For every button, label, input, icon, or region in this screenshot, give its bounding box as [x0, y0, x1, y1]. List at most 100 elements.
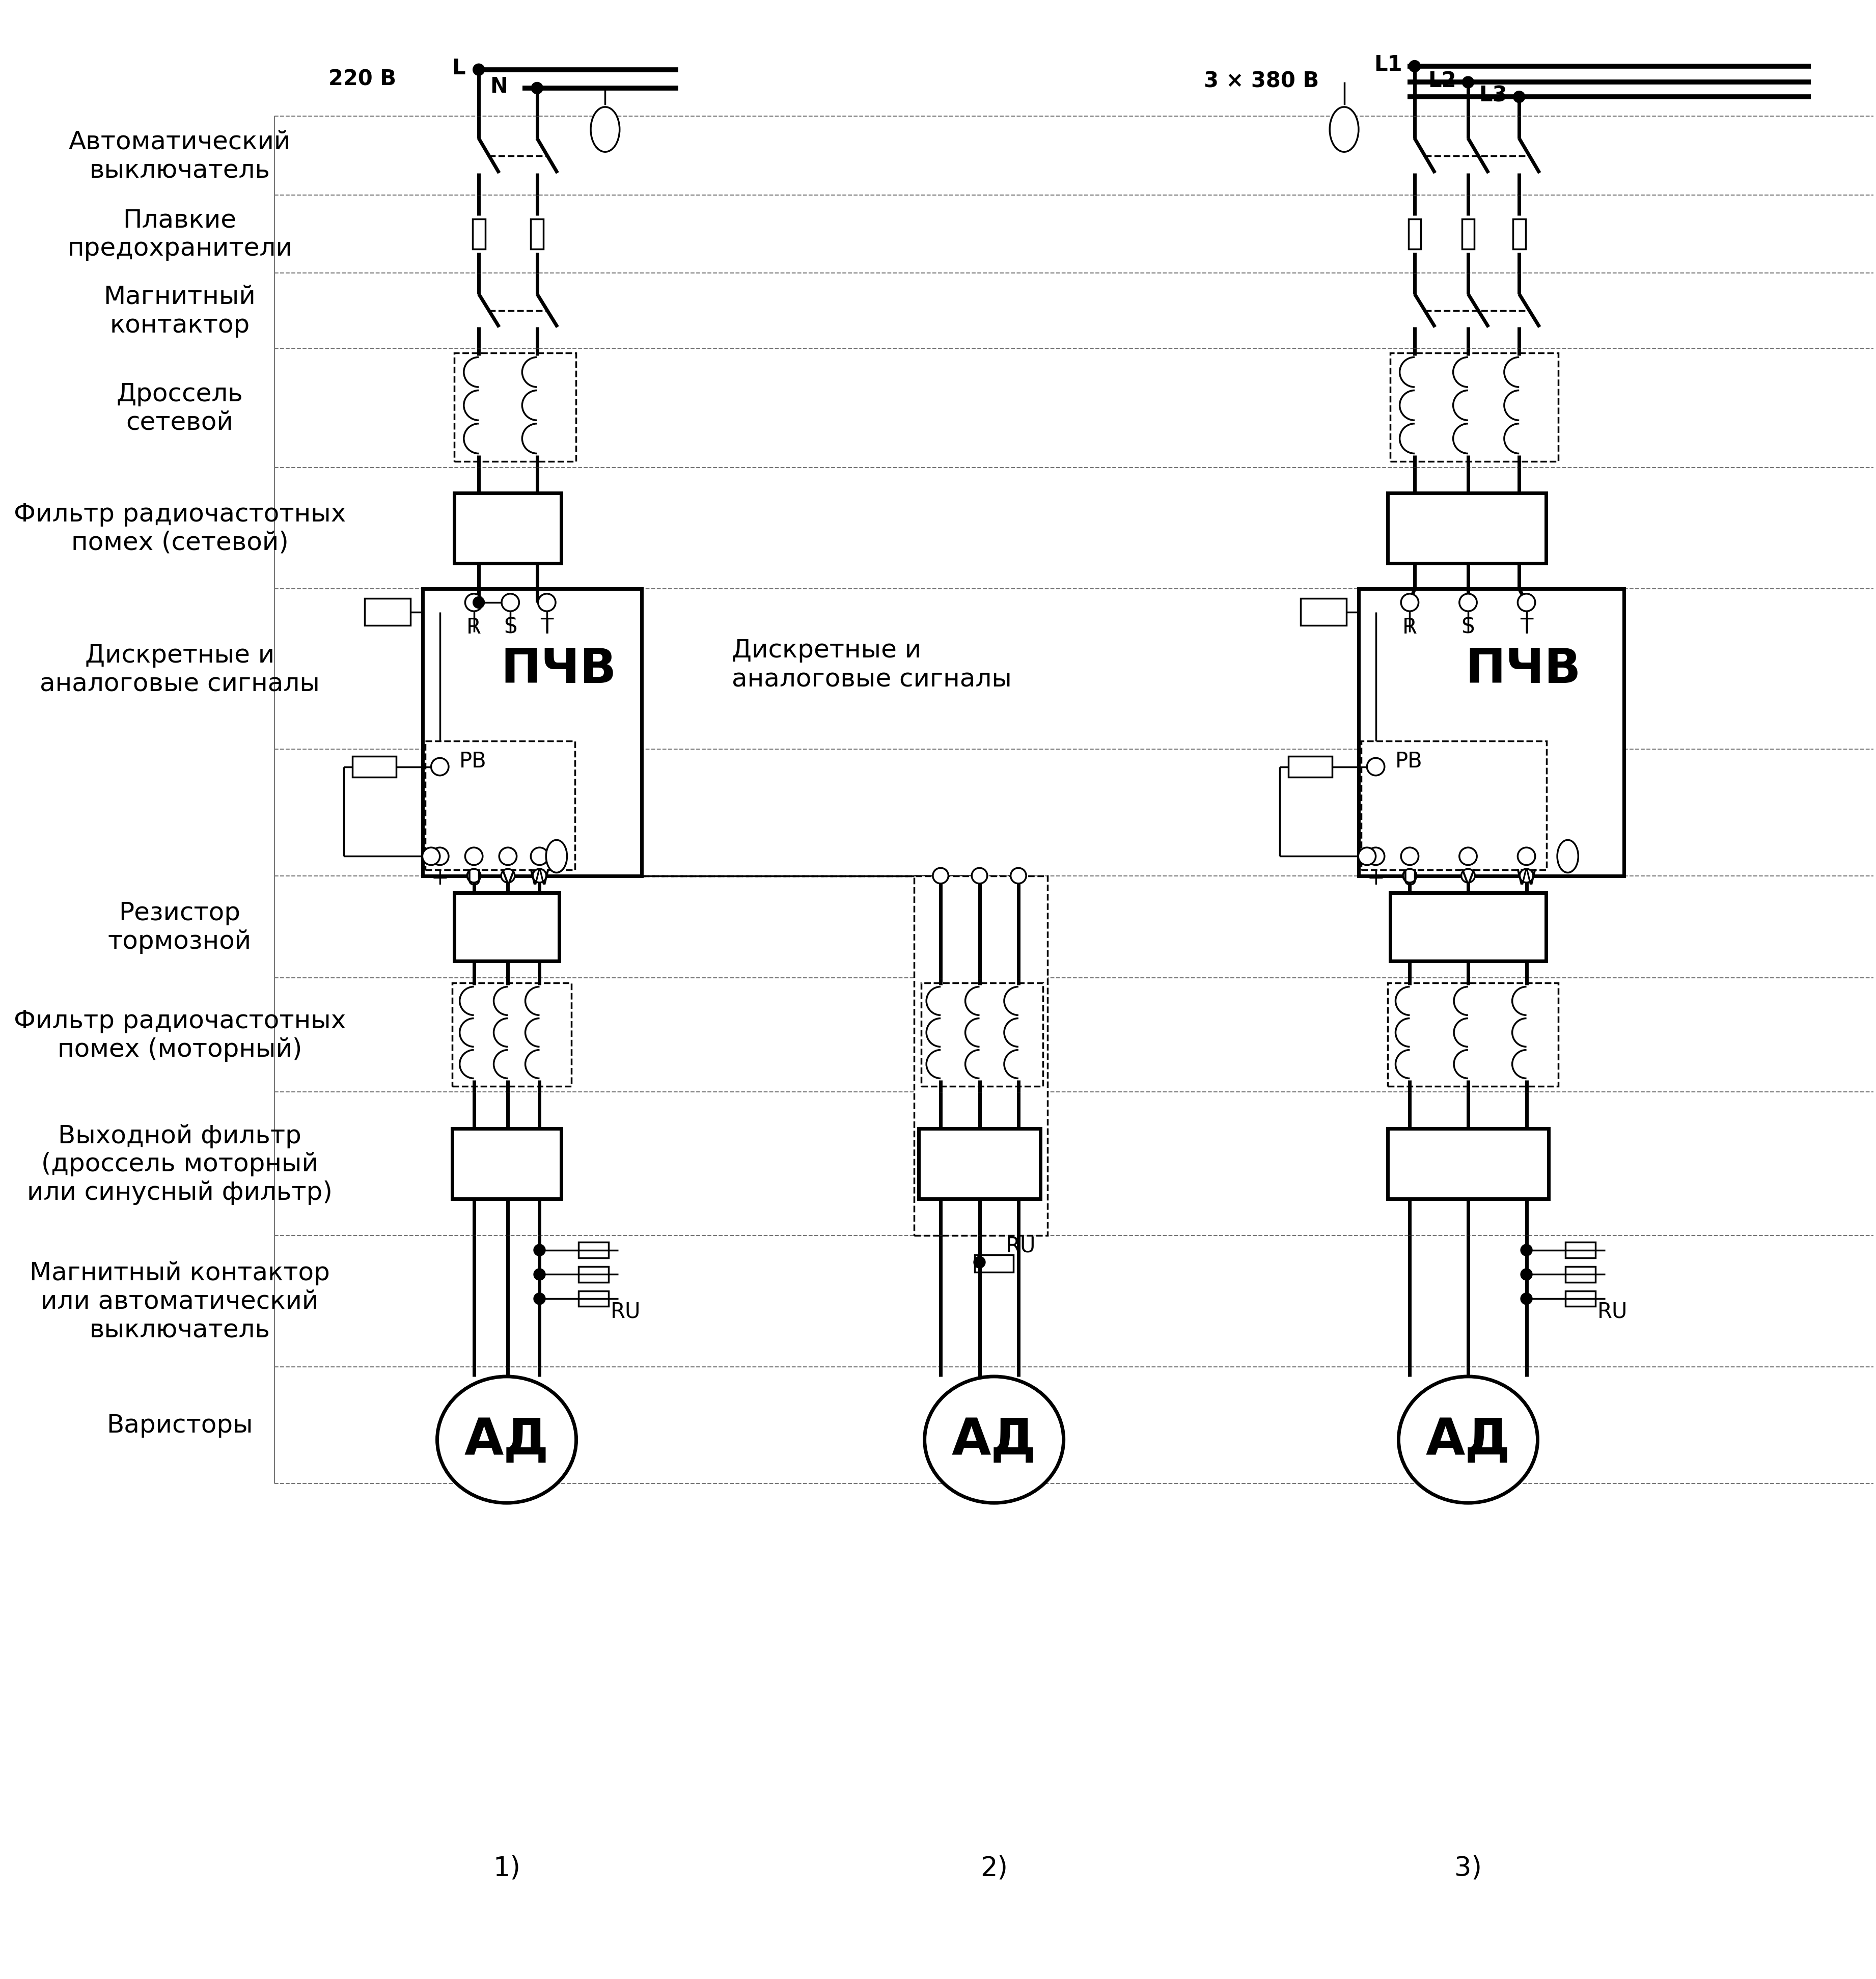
Circle shape: [499, 847, 516, 865]
Circle shape: [533, 1292, 546, 1304]
Text: T: T: [540, 615, 553, 637]
Text: PB: PB: [1396, 750, 1422, 772]
Circle shape: [467, 869, 480, 883]
Circle shape: [533, 869, 546, 883]
Circle shape: [1460, 847, 1476, 865]
Circle shape: [1521, 1269, 1533, 1280]
Bar: [921, 984, 1043, 1086]
Bar: [1461, 220, 1475, 249]
Text: L3: L3: [1478, 85, 1506, 107]
Circle shape: [1521, 1245, 1533, 1257]
Circle shape: [531, 83, 542, 95]
Ellipse shape: [1557, 841, 1578, 873]
Bar: [452, 984, 570, 1086]
Circle shape: [473, 598, 484, 610]
Text: V: V: [1461, 867, 1475, 889]
Bar: [1289, 756, 1332, 778]
Text: Магнитный контактор
или автоматический
выключатель: Магнитный контактор или автоматический в…: [30, 1261, 330, 1342]
Circle shape: [501, 594, 520, 612]
Circle shape: [465, 847, 482, 865]
Bar: [454, 493, 561, 564]
Text: Магнитный
контактор: Магнитный контактор: [103, 285, 255, 336]
Text: АД: АД: [951, 1415, 1036, 1464]
Text: ПЧВ: ПЧВ: [1465, 645, 1581, 693]
Ellipse shape: [591, 107, 619, 152]
Circle shape: [1368, 758, 1384, 776]
Text: 1): 1): [493, 1854, 520, 1880]
Text: Автоматический
выключатель: Автоматический выключатель: [69, 131, 291, 182]
Text: +: +: [431, 867, 448, 889]
Bar: [1358, 590, 1625, 877]
Text: RU: RU: [1596, 1300, 1628, 1322]
Ellipse shape: [437, 1377, 576, 1502]
Text: RU: RU: [1006, 1235, 1036, 1257]
Bar: [426, 740, 576, 871]
Circle shape: [501, 869, 514, 883]
Text: Выходной фильтр
(дроссель моторный
или синусный фильтр): Выходной фильтр (дроссель моторный или с…: [26, 1124, 332, 1205]
Bar: [1390, 893, 1546, 962]
Bar: [1300, 600, 1347, 625]
Bar: [531, 220, 544, 249]
Circle shape: [1403, 869, 1416, 883]
Ellipse shape: [1399, 1377, 1538, 1502]
Text: R: R: [467, 615, 482, 637]
Text: +: +: [1368, 867, 1384, 889]
Text: Плавкие
предохранители: Плавкие предохранители: [68, 208, 293, 261]
Text: L2: L2: [1428, 69, 1456, 91]
Circle shape: [431, 847, 448, 865]
Text: W: W: [529, 867, 550, 889]
Bar: [1388, 984, 1559, 1086]
Text: Варисторы: Варисторы: [107, 1413, 253, 1437]
Text: Дроссель
сетевой: Дроссель сетевой: [116, 382, 244, 435]
Bar: [422, 590, 642, 877]
Text: R: R: [1403, 615, 1416, 637]
Text: PB: PB: [460, 750, 486, 772]
Text: Резистор
тормозной: Резистор тормозной: [109, 900, 251, 954]
Text: W: W: [1516, 867, 1536, 889]
Bar: [454, 354, 576, 461]
Text: U: U: [465, 867, 482, 889]
Bar: [1565, 1290, 1595, 1306]
Text: 3): 3): [1454, 1854, 1482, 1880]
Ellipse shape: [1330, 107, 1358, 152]
Text: Фильтр радиочастотных
помех (сетевой): Фильтр радиочастотных помех (сетевой): [13, 503, 345, 554]
Bar: [454, 893, 559, 962]
Circle shape: [1461, 869, 1475, 883]
Circle shape: [1518, 594, 1535, 612]
Bar: [1388, 493, 1546, 564]
Text: 3 × 380 В: 3 × 380 В: [1204, 71, 1319, 91]
Text: Дискретные и
аналоговые сигналы: Дискретные и аналоговые сигналы: [39, 643, 319, 697]
Bar: [1390, 354, 1559, 461]
Text: 220 В: 220 В: [328, 69, 396, 89]
Bar: [976, 1255, 1013, 1272]
Bar: [1565, 1243, 1595, 1259]
Text: 2): 2): [981, 1854, 1007, 1880]
Bar: [452, 1128, 561, 1199]
Circle shape: [1461, 77, 1475, 89]
Circle shape: [431, 758, 448, 776]
Text: ПЧВ: ПЧВ: [501, 645, 617, 693]
Circle shape: [972, 869, 987, 885]
Text: L1: L1: [1373, 53, 1403, 75]
Circle shape: [1514, 91, 1525, 103]
Text: RU: RU: [610, 1300, 642, 1322]
Circle shape: [1409, 61, 1420, 73]
Bar: [578, 1243, 608, 1259]
Circle shape: [533, 1269, 546, 1280]
Circle shape: [465, 594, 482, 612]
Bar: [1565, 1267, 1595, 1282]
Text: V: V: [501, 867, 516, 889]
Circle shape: [1518, 847, 1535, 865]
Text: Дискретные и
аналоговые сигналы: Дискретные и аналоговые сигналы: [732, 637, 1011, 691]
Circle shape: [1368, 847, 1384, 865]
Bar: [578, 1267, 608, 1282]
Bar: [1362, 740, 1546, 871]
Text: N: N: [490, 75, 508, 97]
Bar: [353, 756, 396, 778]
Bar: [919, 1128, 1041, 1199]
Circle shape: [974, 1257, 985, 1269]
Bar: [1512, 220, 1525, 249]
Circle shape: [932, 869, 949, 885]
Bar: [473, 220, 486, 249]
Circle shape: [1401, 594, 1418, 612]
